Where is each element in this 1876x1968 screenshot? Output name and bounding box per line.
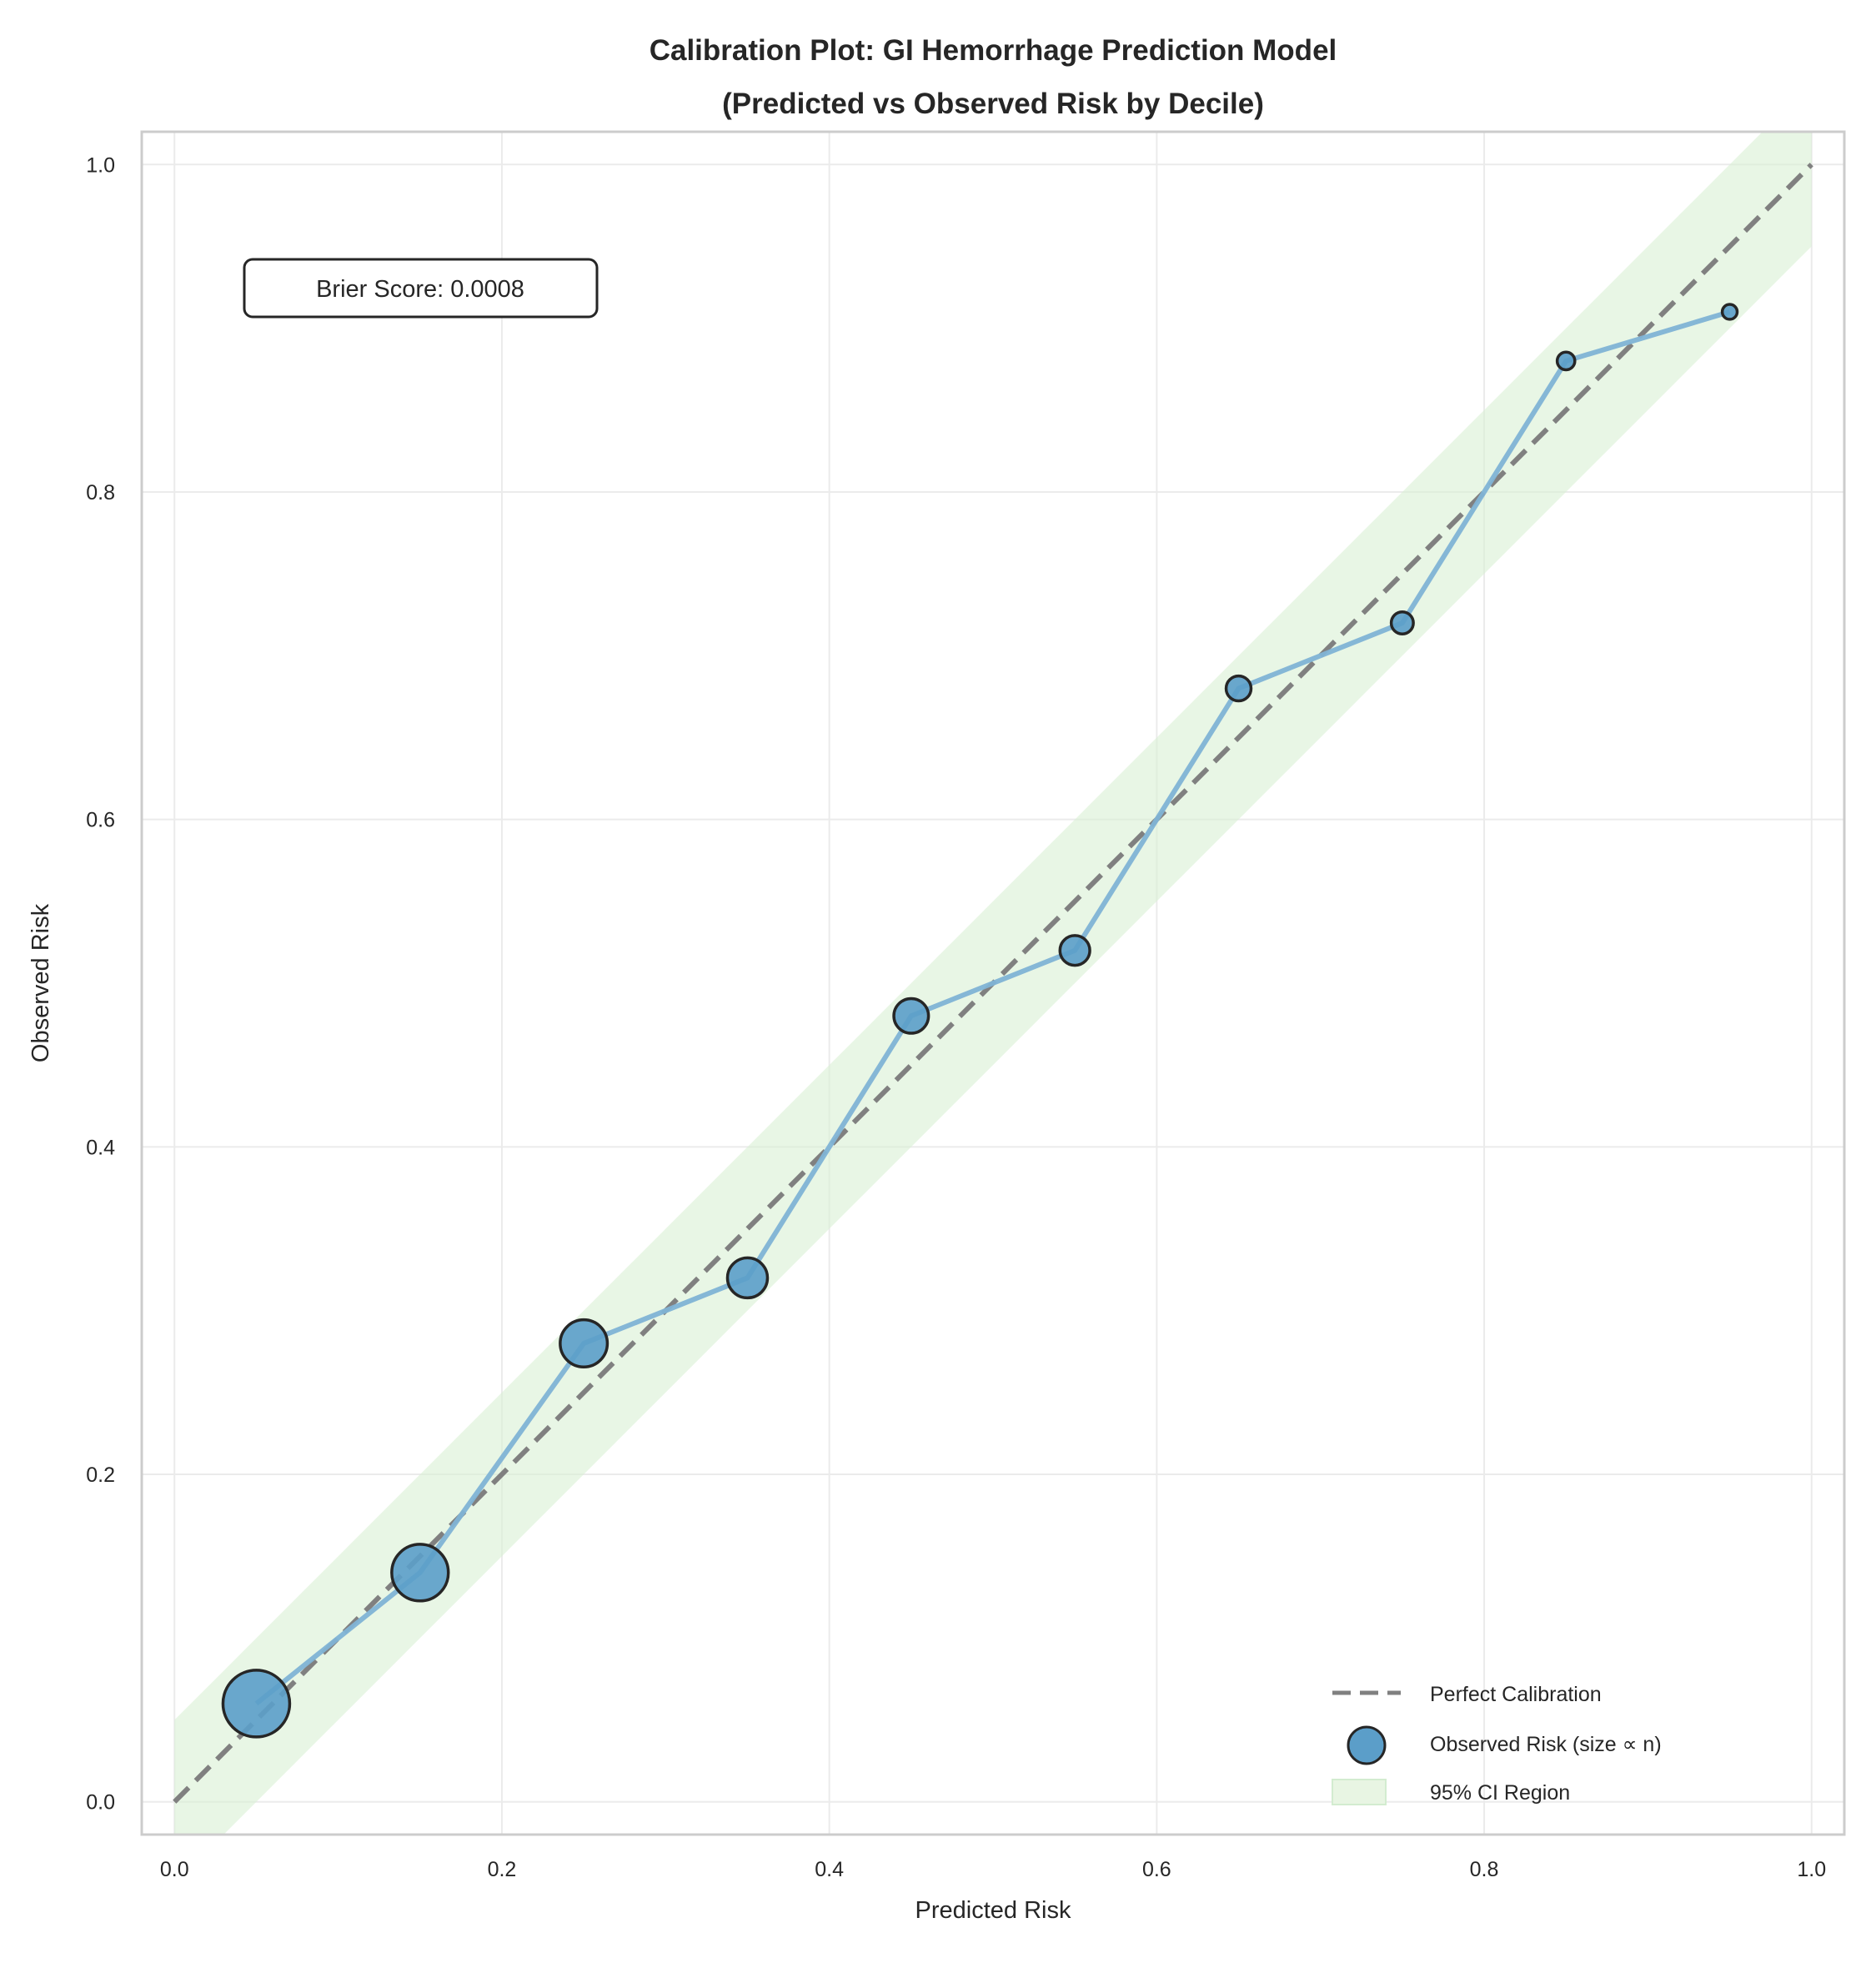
observed-risk-point	[1555, 350, 1577, 372]
y-tick-label: 0.8	[86, 481, 115, 505]
legend-band-icon	[1332, 1779, 1387, 1805]
plot-marks	[173, 132, 1813, 1835]
plot-frame	[140, 130, 1846, 1836]
x-tick-label: 1.0	[1797, 1858, 1826, 1881]
y-tick-label: 0.0	[86, 1791, 115, 1815]
x-tick-label: 0.6	[1142, 1858, 1171, 1881]
observed-risk-point	[1389, 610, 1415, 636]
y-tick-label: 0.2	[86, 1463, 115, 1487]
x-axis-label: Predicted Risk	[915, 1897, 1071, 1924]
y-tick-label: 0.6	[86, 809, 115, 832]
observed-risk-point	[559, 1318, 609, 1368]
observed-risk-point	[1224, 674, 1253, 703]
observed-risk-point	[390, 1543, 450, 1603]
observed-risk-point	[725, 1256, 770, 1300]
brier-annotation: Brier Score: 0.0008	[243, 258, 599, 319]
x-tick-label: 0.8	[1470, 1858, 1499, 1881]
x-tick-label: 0.0	[160, 1858, 189, 1881]
brier-score-text: Brier Score: 0.0008	[316, 276, 524, 303]
legend-circle-icon	[1347, 1725, 1387, 1765]
legend-label-observed: Observed Risk (size ∝ n)	[1430, 1733, 1662, 1756]
observed-risk-point	[1720, 303, 1739, 321]
chart-title-line2: (Predicted vs Observed Risk by Decile)	[722, 88, 1264, 120]
legend-label-ci: 95% CI Region	[1430, 1781, 1570, 1805]
observed-risk-line	[254, 309, 1731, 1706]
legend-label-perfect: Perfect Calibration	[1430, 1683, 1602, 1706]
y-axis-label: Observed Risk	[28, 903, 54, 1062]
y-tick-label: 1.0	[86, 153, 115, 177]
legend: Perfect Calibration Observed Risk (size …	[1332, 1683, 1662, 1805]
observed-risk-point	[221, 1669, 292, 1739]
y-tick-label: 0.4	[86, 1136, 115, 1159]
chart-title-line1: Calibration Plot: GI Hemorrhage Predicti…	[650, 34, 1337, 67]
x-tick-label: 0.4	[815, 1858, 844, 1881]
observed-risk-point	[892, 997, 930, 1035]
observed-risk-point	[1058, 934, 1091, 967]
x-tick-label: 0.2	[488, 1858, 517, 1881]
